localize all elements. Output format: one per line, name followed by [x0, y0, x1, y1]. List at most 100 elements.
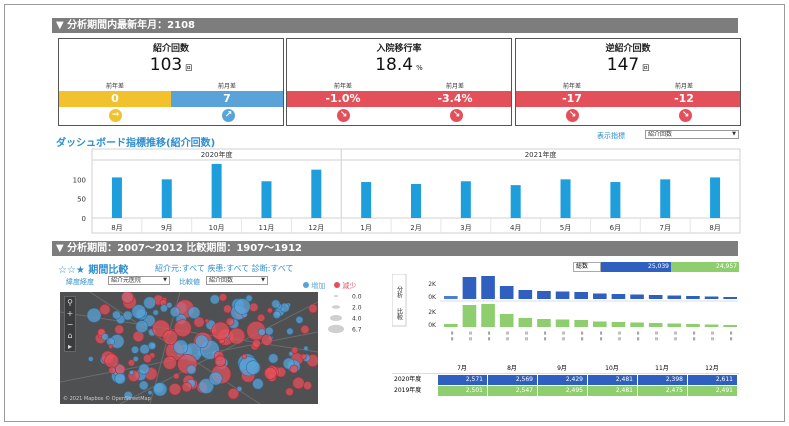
map-bubble[interactable] — [289, 364, 299, 374]
map-bubble[interactable] — [88, 356, 94, 362]
map-bubble[interactable] — [138, 363, 150, 375]
map-bubble[interactable] — [246, 360, 261, 375]
map-bubble[interactable] — [303, 381, 312, 390]
map-bubble[interactable] — [143, 353, 153, 363]
map-bubble[interactable] — [267, 307, 273, 314]
map-bubble[interactable] — [193, 316, 205, 328]
target-selector[interactable]: 紹介回数 ▼ — [206, 276, 268, 285]
size-legend-label: 6.7 — [352, 327, 362, 334]
map-bubble[interactable] — [285, 387, 294, 397]
map-bubble[interactable] — [300, 353, 307, 360]
map-bubble[interactable] — [295, 316, 304, 324]
map-bubble[interactable] — [147, 390, 153, 395]
bar — [311, 169, 322, 218]
map-bubble[interactable] — [101, 333, 109, 341]
map-bubble[interactable] — [135, 320, 149, 333]
bar-analysis — [630, 294, 644, 299]
map-bubble[interactable] — [123, 391, 133, 401]
map-bubble[interactable] — [139, 344, 150, 355]
play-icon[interactable]: ▸ — [67, 342, 72, 351]
map-bubble[interactable] — [148, 341, 157, 350]
map-bubble[interactable] — [228, 327, 246, 345]
map-bubble[interactable] — [131, 345, 139, 354]
map-bubble[interactable] — [132, 356, 139, 362]
map-bubble[interactable] — [268, 353, 279, 364]
map-bubble[interactable] — [112, 310, 121, 320]
map-bubble[interactable] — [162, 329, 178, 346]
map-bubble[interactable] — [245, 294, 253, 302]
map-bubble[interactable] — [300, 324, 310, 334]
map-bubble[interactable] — [127, 359, 135, 367]
map-bubble[interactable] — [214, 355, 227, 367]
map-bubble[interactable] — [160, 304, 168, 313]
map-bubble[interactable] — [198, 378, 214, 394]
map-bubble[interactable] — [187, 306, 201, 319]
map-bubble[interactable] — [286, 327, 294, 335]
map-bubble[interactable] — [241, 353, 248, 360]
map-bubble[interactable] — [227, 387, 240, 400]
map-bubble[interactable] — [108, 344, 114, 349]
map-bubble[interactable] — [271, 299, 281, 309]
map-bubble[interactable] — [122, 310, 133, 321]
map-bubble[interactable] — [169, 306, 181, 318]
map-bubble[interactable] — [303, 345, 309, 351]
map-bubble[interactable] — [252, 378, 264, 390]
map-bubble[interactable] — [131, 304, 147, 319]
bar-comparison — [555, 319, 570, 327]
map-bubble[interactable] — [186, 364, 197, 375]
map-bubble[interactable] — [211, 321, 230, 341]
zoom-out-button[interactable]: − — [66, 320, 74, 329]
map-bubble[interactable] — [218, 293, 228, 302]
map-bubble[interactable] — [208, 371, 223, 386]
map-bubble[interactable] — [257, 313, 266, 322]
map-bubble[interactable] — [114, 364, 126, 375]
bar — [610, 182, 621, 218]
map-bubble[interactable] — [129, 370, 134, 375]
map-bubble[interactable] — [153, 382, 168, 397]
map-bubble[interactable] — [108, 366, 116, 374]
home-icon[interactable]: ⌂ — [67, 331, 73, 340]
map-bubble[interactable] — [204, 318, 210, 324]
map-bubble[interactable] — [265, 326, 274, 336]
zoom-in-button[interactable]: + — [66, 309, 74, 318]
map-bubble[interactable] — [143, 296, 156, 310]
map-bubble[interactable] — [152, 309, 159, 316]
map-view[interactable]: ⚲ + − ⌂ ▸ © 2021 Mapbox © OpenStreetMap — [60, 292, 318, 404]
map-bubble[interactable] — [223, 304, 232, 314]
map-bubble[interactable] — [225, 317, 235, 326]
bar — [510, 185, 521, 218]
map-bubble[interactable] — [104, 353, 119, 368]
map-bubble[interactable] — [292, 377, 305, 390]
map-bubble[interactable] — [114, 324, 125, 335]
map-bubble[interactable] — [261, 334, 273, 346]
map-bubble[interactable] — [86, 307, 102, 323]
map-bubble[interactable] — [252, 339, 261, 348]
map-bubble[interactable] — [114, 373, 126, 385]
map-bubble[interactable] — [173, 339, 189, 355]
map-bubble[interactable] — [258, 328, 266, 336]
map-bubble[interactable] — [168, 383, 182, 396]
map-bubble[interactable] — [99, 304, 111, 315]
search-icon[interactable]: ⚲ — [67, 298, 73, 307]
map-bubble[interactable] — [236, 386, 243, 392]
map-bubble[interactable] — [291, 346, 299, 354]
size-legend-label: 4.0 — [352, 316, 362, 323]
size-legend: 0.0 2.0 4.0 6.7 — [328, 294, 362, 334]
latlng-selector[interactable]: 紹介元医院 ▼ — [108, 276, 170, 285]
map-bubble[interactable] — [264, 367, 277, 380]
x-tick-label: ≡ ≡ — [728, 331, 734, 341]
map-bubble[interactable] — [209, 294, 220, 305]
map-bubble[interactable] — [181, 381, 192, 393]
map-bubble[interactable] — [173, 372, 180, 380]
map-bubble[interactable] — [121, 292, 135, 304]
map-bubble[interactable] — [138, 380, 149, 391]
map-bubble[interactable] — [272, 310, 281, 319]
map-bubble[interactable] — [308, 303, 318, 314]
map-bubble[interactable] — [249, 302, 259, 312]
map-bubble[interactable] — [234, 298, 251, 315]
map-bubble[interactable] — [174, 319, 192, 338]
map-bubble[interactable] — [162, 355, 177, 370]
map-bubble[interactable] — [166, 302, 173, 309]
map-bubble[interactable] — [195, 334, 209, 348]
indicator-selector[interactable]: 紹介回数 ▼ — [645, 130, 739, 139]
